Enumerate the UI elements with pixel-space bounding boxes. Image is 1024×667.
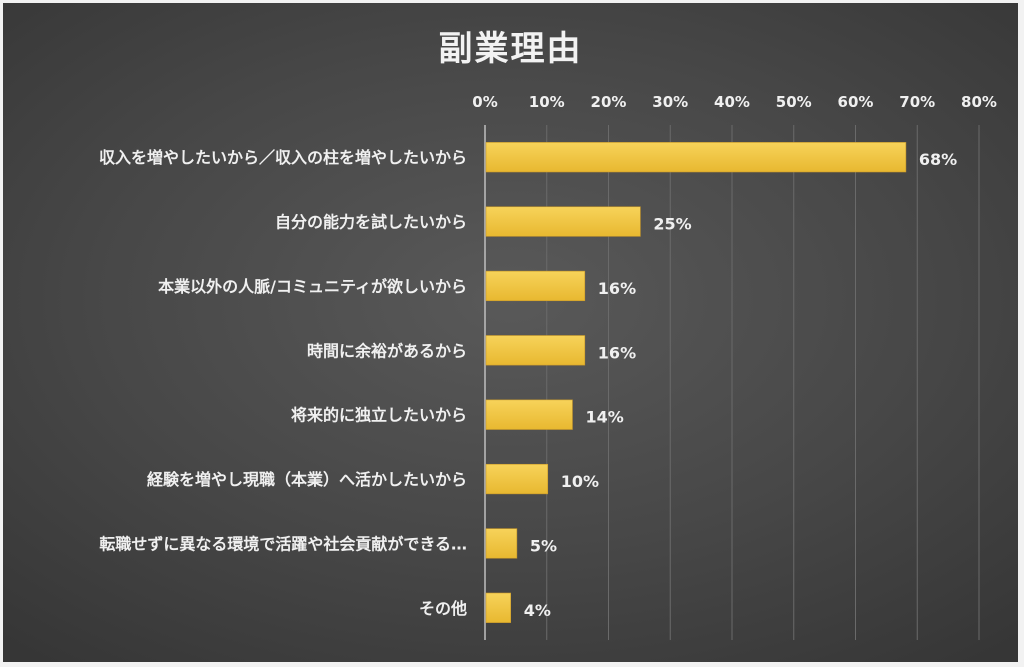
chart-title: 副業理由 xyxy=(438,29,583,69)
data-label: 10% xyxy=(561,472,599,491)
bar xyxy=(485,528,518,559)
labels: 収入を増やしたいから／収入の柱を増やしたいから 68% 自分の能力を試したいから 25… xyxy=(99,148,957,620)
data-label: 16% xyxy=(598,343,636,362)
x-tick-label: 20% xyxy=(591,93,627,111)
x-tick-label: 40% xyxy=(714,93,750,111)
category-label: 本業以外の人脈/コミュニティが欲しいから xyxy=(158,277,467,296)
x-tick-label: 10% xyxy=(529,93,565,111)
x-tick-label: 50% xyxy=(776,93,812,111)
category-label: 経験を増やし現職（本業）へ活かしたいから xyxy=(147,470,467,489)
category-label: 転職せずに異なる環境で活躍や社会貢献ができる… xyxy=(99,534,467,553)
bar xyxy=(485,270,586,302)
x-tick-label: 60% xyxy=(838,93,874,111)
x-axis: 0% 10% 20% 30% 40% 50% 60% 70% 80% xyxy=(472,93,997,111)
chart-frame: 副業理由 0% 10% 20% 30% 40% 50% 60% 70% 80% 収入を増やしたい… xyxy=(3,3,1018,662)
category-label: 時間に余裕があるから xyxy=(307,341,467,360)
category-label: 自分の能力を試したいから xyxy=(275,213,467,232)
x-tick-label: 70% xyxy=(899,93,935,111)
bar xyxy=(485,592,512,623)
category-label: 将来的に独立したいから xyxy=(291,406,467,425)
data-label: 4% xyxy=(524,601,551,620)
bar xyxy=(485,335,586,366)
data-label: 14% xyxy=(585,408,623,427)
bar xyxy=(485,463,549,495)
bar xyxy=(485,206,641,237)
data-label: 16% xyxy=(598,279,636,298)
category-label: 収入を増やしたいから／収入の柱を増やしたいから xyxy=(99,148,467,167)
gridlines xyxy=(484,125,980,640)
data-label: 68% xyxy=(919,150,957,169)
x-tick-label: 30% xyxy=(652,93,688,111)
category-label: その他 xyxy=(419,599,467,618)
bars xyxy=(485,142,907,623)
data-label: 25% xyxy=(653,215,691,234)
bar xyxy=(485,142,907,173)
x-tick-label: 0% xyxy=(472,93,497,111)
x-tick-label: 80% xyxy=(961,93,997,111)
bar-chart: 0% 10% 20% 30% 40% 50% 60% 70% 80% 収入を増やしたいから／収入… xyxy=(99,93,997,640)
data-label: 5% xyxy=(530,536,557,555)
bar xyxy=(485,399,573,430)
